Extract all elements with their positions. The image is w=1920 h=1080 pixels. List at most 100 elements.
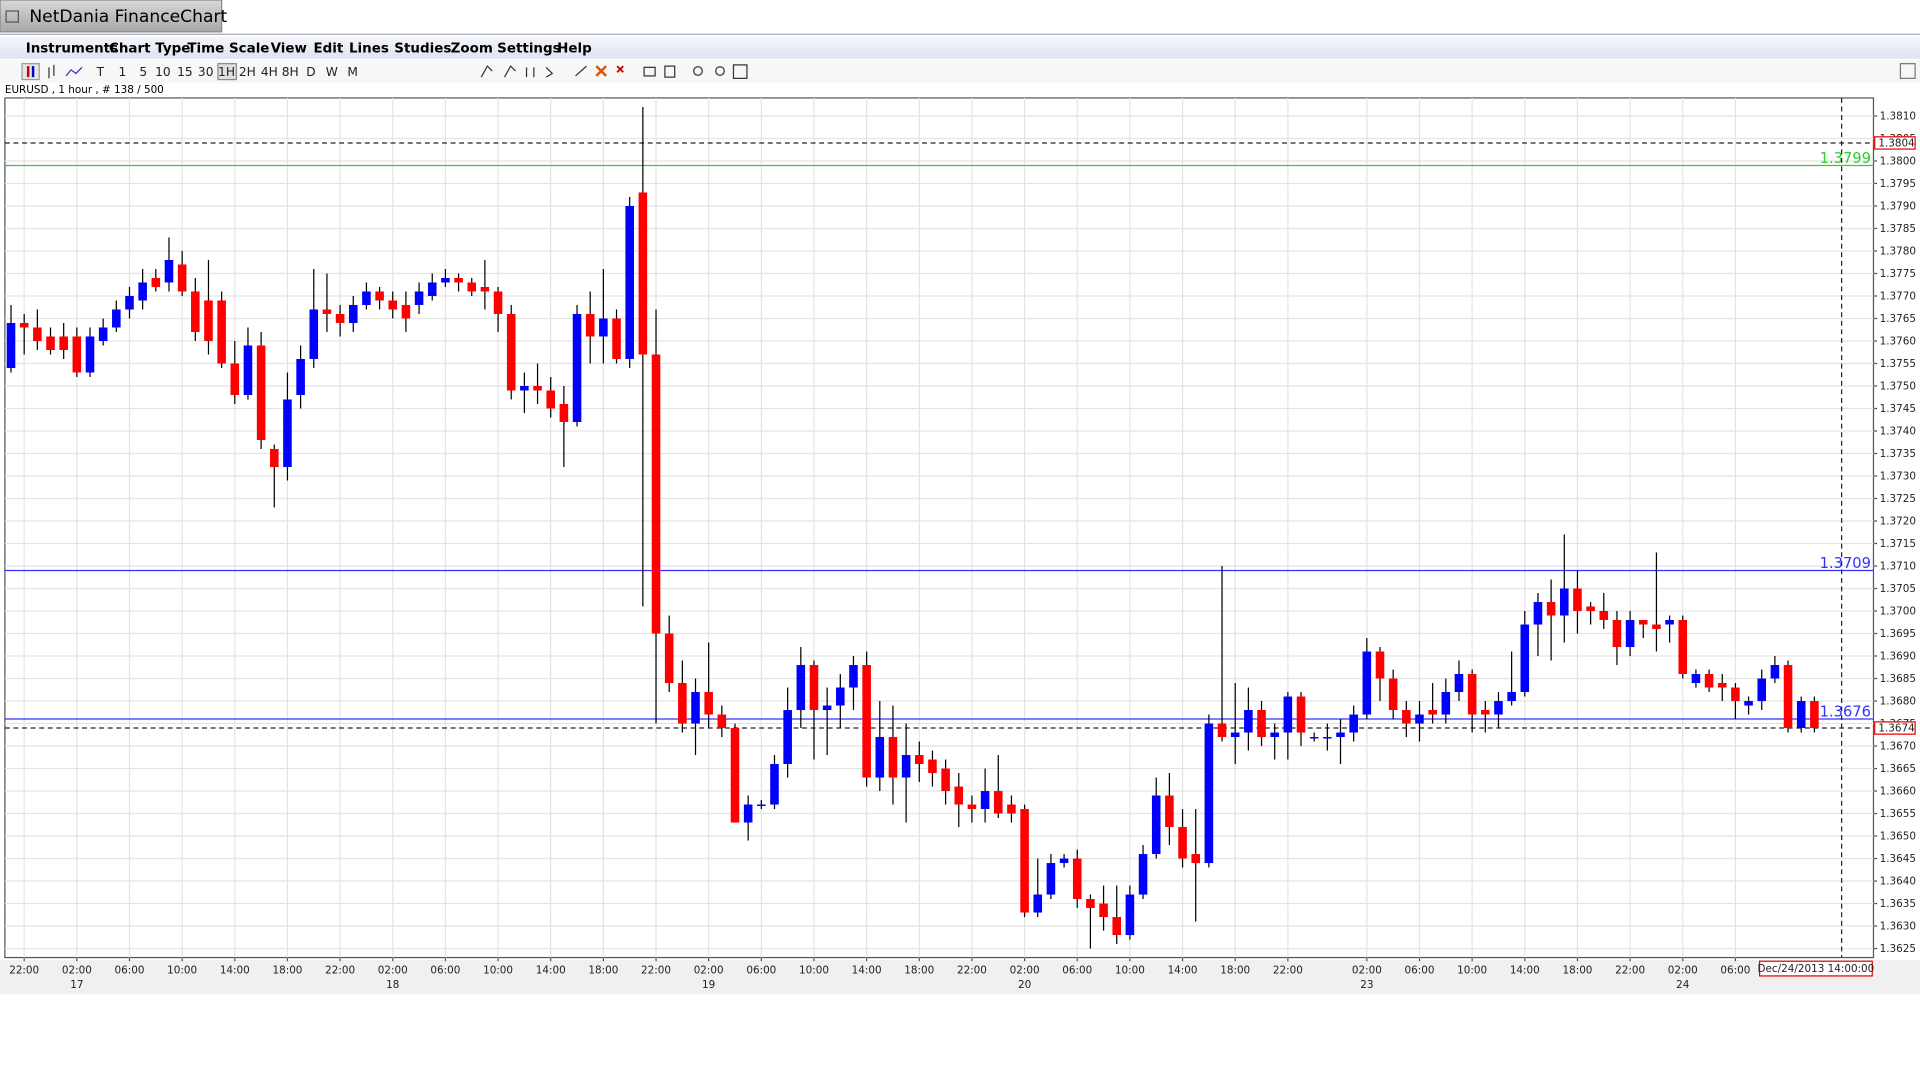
candle-body [1678, 620, 1688, 675]
candle [1467, 669, 1477, 733]
candle-body [980, 791, 990, 810]
candle-body [98, 327, 108, 341]
print-button[interactable] [643, 66, 656, 77]
candle [1349, 705, 1358, 742]
y-tick-label: 1.3685 [1880, 673, 1916, 685]
candle [1573, 570, 1582, 634]
candle [1033, 858, 1043, 918]
timescale-button[interactable]: 8H [282, 65, 299, 79]
timescale-button[interactable]: W [326, 65, 338, 79]
timescale-button[interactable]: 5 [139, 65, 147, 79]
candle-body [112, 309, 121, 328]
bar-button[interactable] [48, 64, 55, 79]
delete-all-button[interactable] [616, 65, 624, 73]
price-box [1874, 721, 1916, 735]
candle [1138, 845, 1148, 900]
zoom-fit-button[interactable] [732, 64, 748, 79]
menu-item[interactable]: Zoom [451, 42, 493, 57]
candle [1151, 777, 1161, 859]
timescale-button[interactable]: 1 [119, 65, 127, 79]
y-tick-label: 1.3750 [1880, 381, 1916, 393]
x-tick-label: 02:00 [1668, 964, 1698, 976]
candle-button[interactable] [21, 63, 40, 81]
candle-body [1520, 624, 1530, 693]
timescale-button[interactable]: 10 [155, 65, 171, 79]
candle-body [1757, 678, 1767, 702]
timescale-button[interactable]: 30 [198, 65, 214, 79]
candle [980, 768, 990, 823]
candle-body [717, 714, 727, 729]
menu-item[interactable]: View [271, 42, 307, 57]
candle [1560, 534, 1569, 643]
candle [375, 286, 384, 310]
delete-button[interactable] [595, 65, 607, 77]
candle [1665, 615, 1674, 643]
candle-body [1454, 674, 1464, 693]
x-tick-label: 22:00 [1273, 964, 1303, 976]
x-tick-label: 02:00 [1010, 964, 1040, 976]
candle [112, 300, 121, 332]
candle [1731, 683, 1740, 720]
candle-body [1283, 696, 1293, 733]
timescale-button[interactable]: D [306, 65, 315, 79]
candle [809, 660, 819, 760]
instrument-info: EURUSD , 1 hour , # 138 / 500 [5, 84, 164, 96]
candle [1652, 552, 1661, 652]
candle-body [1546, 602, 1556, 616]
candle [993, 755, 1003, 819]
candle [1309, 732, 1319, 742]
timescale-button[interactable]: 15 [177, 65, 193, 79]
menu-item[interactable]: Chart Type [109, 42, 190, 57]
candle [1362, 638, 1372, 720]
menu-item[interactable]: Edit [313, 42, 343, 57]
candle [138, 268, 147, 310]
timescale-button[interactable]: 1H [218, 65, 235, 79]
price-marker-label: 1.3804 [1878, 138, 1915, 150]
candle [533, 363, 542, 404]
candle-body [1270, 732, 1279, 738]
candle [480, 259, 490, 310]
candle [1099, 885, 1108, 931]
line-button[interactable] [65, 66, 83, 77]
candle [520, 372, 529, 413]
menu-item[interactable]: Lines [349, 42, 389, 57]
candle-body [1033, 894, 1043, 913]
y-tick-label: 1.3655 [1880, 808, 1916, 820]
menu-item[interactable]: Help [557, 42, 592, 57]
timescale-button[interactable]: T [96, 65, 105, 79]
candle-body [480, 286, 490, 292]
icon [31, 66, 35, 78]
candle-body [85, 336, 95, 373]
candle [638, 106, 648, 607]
candle [33, 309, 42, 350]
timescale-button[interactable]: 2H [239, 65, 256, 79]
zoom-in-button[interactable] [693, 66, 703, 76]
candle-body [1731, 687, 1740, 702]
draw-tools[interactable] [480, 65, 587, 78]
candle-body [177, 264, 187, 292]
x-tick-label: 14:00 [852, 964, 882, 976]
timescale-button[interactable]: M [347, 65, 358, 79]
candle [796, 647, 806, 729]
panel-button[interactable] [1899, 63, 1916, 79]
candle [1020, 804, 1029, 918]
candle-body [1441, 692, 1451, 715]
x-tick-label: 22:00 [957, 964, 987, 976]
timescale-button[interactable]: 4H [261, 65, 278, 79]
menu-item[interactable]: Settings [497, 42, 561, 57]
x-tick-label: 18:00 [588, 964, 618, 976]
menu-item[interactable]: Studies [394, 42, 451, 57]
x-tick-label: 18:00 [904, 964, 934, 976]
x-tick-label: 18:00 [1220, 964, 1250, 976]
candle-body [1691, 674, 1701, 684]
candle [559, 385, 569, 467]
x-date-label: 18 [386, 979, 399, 991]
candle-body [809, 665, 819, 711]
zoom-out-button[interactable] [715, 66, 725, 76]
preview-button[interactable] [664, 65, 676, 78]
menu-item[interactable]: Time Scale [187, 42, 269, 57]
candle-body [651, 354, 661, 634]
menu-item[interactable]: Instruments [26, 42, 118, 57]
y-tick-label: 1.3785 [1880, 223, 1916, 235]
y-tick-label: 1.3745 [1880, 403, 1916, 415]
